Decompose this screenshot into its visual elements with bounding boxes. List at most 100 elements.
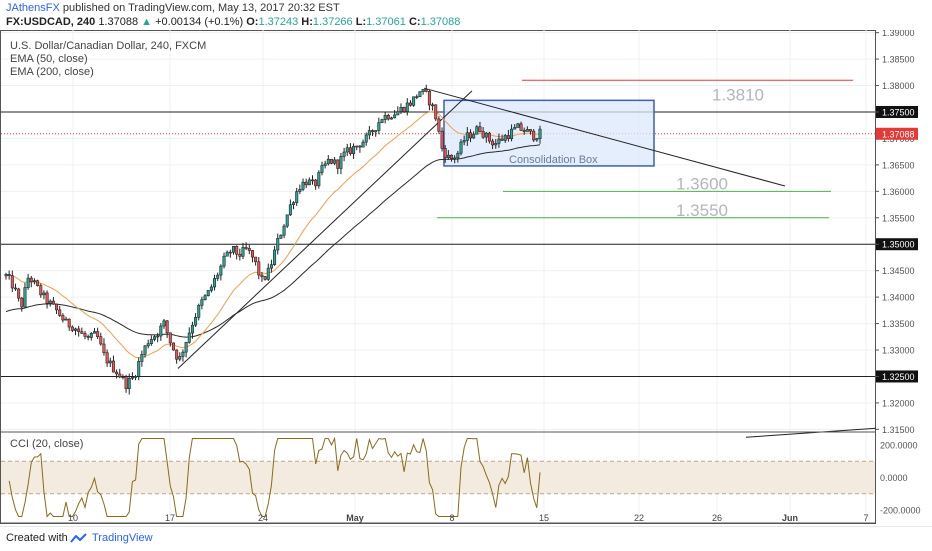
- cci-tick-label: -200.0000: [880, 506, 921, 516]
- candle-body: [389, 117, 393, 120]
- candle-body: [70, 326, 74, 331]
- candle-body: [51, 300, 55, 305]
- close-value: 1.37088: [420, 16, 461, 28]
- candle-body: [260, 274, 264, 277]
- symbol-label: FX:USDCAD, 240: [6, 16, 96, 28]
- cci-tick-label: 0.0000: [880, 473, 908, 483]
- time-tick-label: 24: [258, 513, 268, 523]
- candle-body: [10, 275, 14, 289]
- trend-lines[interactable]: [177, 87, 877, 438]
- candle-body: [200, 299, 204, 306]
- descending-trendline[interactable]: [423, 87, 786, 187]
- candle-body: [295, 191, 299, 203]
- candle-body: [134, 376, 138, 378]
- candle-body: [459, 141, 463, 154]
- price-tick-label: 1.36500: [882, 160, 915, 170]
- candle-body: [336, 159, 340, 169]
- candle-body: [371, 130, 375, 133]
- candle-body: [244, 247, 248, 249]
- price-tick-label: 1.33000: [882, 346, 915, 356]
- publish-line: JAthensFX published on TradingView.com, …: [6, 2, 340, 14]
- candle-body: [339, 156, 343, 169]
- price-chart[interactable]: 1.3810 1.3600 1.3550 Consolidation Box 1…: [0, 30, 932, 524]
- candle-body: [149, 339, 153, 344]
- time-axis[interactable]: 10 17 24 May 8 15 22 26 Jun 7: [68, 513, 869, 523]
- candle-body: [7, 274, 11, 276]
- cci-band: [1, 461, 875, 494]
- ascending-trendline[interactable]: [177, 90, 473, 369]
- candle-body: [446, 154, 450, 158]
- candle-body: [506, 135, 510, 139]
- candle-body: [386, 115, 390, 120]
- price-tick-label: 1.32500: [882, 372, 915, 382]
- published-text: published on TradingView.com, May 13, 20…: [62, 2, 340, 14]
- candle-body: [263, 276, 267, 280]
- cci-legend: CCI (20, close): [10, 438, 84, 450]
- last-price: 1.37088: [98, 16, 139, 28]
- cci-axis[interactable]: 200.0000 0.0000 -200.0000: [880, 441, 921, 516]
- candle-body: [434, 104, 438, 120]
- ema50-legend: EMA (50, close): [10, 53, 88, 65]
- candle-body: [241, 247, 245, 257]
- price-tick-label: 1.36000: [882, 187, 915, 197]
- candle-body: [187, 332, 191, 343]
- candle-body: [181, 351, 185, 357]
- candle-body: [48, 300, 52, 304]
- candle-body: [42, 292, 46, 296]
- candle-body: [92, 331, 96, 334]
- candle-body: [96, 331, 100, 337]
- candle-body: [310, 179, 314, 182]
- candle-body: [178, 356, 182, 360]
- candle-body: [32, 280, 36, 283]
- candle-body: [216, 274, 220, 279]
- candle-body: [415, 96, 419, 98]
- candle-body: [288, 204, 292, 216]
- candle-body: [105, 352, 109, 364]
- candle-body: [121, 376, 125, 378]
- candle-body: [427, 90, 431, 106]
- candle-body: [399, 107, 403, 112]
- candle-body: [175, 349, 179, 360]
- lower-trendline[interactable]: [745, 427, 877, 438]
- candle-body: [146, 343, 150, 347]
- candle-body: [453, 157, 457, 160]
- ema200-line: [5, 144, 541, 338]
- price-tick-label: 1.34500: [882, 266, 915, 276]
- candle-body: [26, 277, 30, 288]
- candle-body: [254, 256, 258, 263]
- candle-body: [408, 102, 412, 106]
- candle-body: [478, 126, 482, 132]
- candle-body: [273, 249, 277, 265]
- price-tick-label: 1.34000: [882, 293, 915, 303]
- candle-body: [159, 325, 163, 337]
- candle-body: [228, 251, 232, 254]
- candle-body: [443, 148, 447, 158]
- candle-body: [118, 373, 122, 378]
- candle-body: [307, 179, 311, 186]
- candle-body: [206, 290, 210, 297]
- candlestick-series: [4, 84, 542, 395]
- candle-body: [342, 151, 346, 157]
- candle-body: [393, 114, 397, 119]
- candle-body: [64, 318, 68, 321]
- candle-body: [162, 320, 166, 327]
- price-axis[interactable]: 1.390001.385001.380001.375001.370001.365…: [875, 30, 918, 435]
- instrument-legend: U.S. Dollar/Canadian Dollar, 240, FXCM: [10, 40, 207, 52]
- candle-body: [203, 295, 207, 301]
- candle-body: [465, 132, 469, 141]
- candle-body: [364, 134, 368, 143]
- author-link[interactable]: JAthensFX: [6, 2, 60, 14]
- tradingview-link[interactable]: TradingView: [92, 532, 153, 544]
- price-tick-label: 1.35000: [882, 240, 915, 250]
- consolidation-box-label: Consolidation Box: [509, 154, 598, 166]
- ohlc-line: FX:USDCAD, 240 1.37088 ▲ +0.00134 (+0.1%…: [6, 16, 460, 28]
- candle-body: [99, 336, 103, 345]
- cci-pane-border: [0, 431, 876, 524]
- candle-body: [329, 158, 333, 164]
- candle-body: [269, 264, 273, 269]
- candle-body: [153, 336, 157, 340]
- candle-body: [503, 135, 507, 141]
- candle-body: [235, 245, 239, 255]
- chart-frame[interactable]: 1.3810 1.3600 1.3550 Consolidation Box 1…: [0, 30, 932, 524]
- price-tick-label: 1.32000: [882, 398, 915, 408]
